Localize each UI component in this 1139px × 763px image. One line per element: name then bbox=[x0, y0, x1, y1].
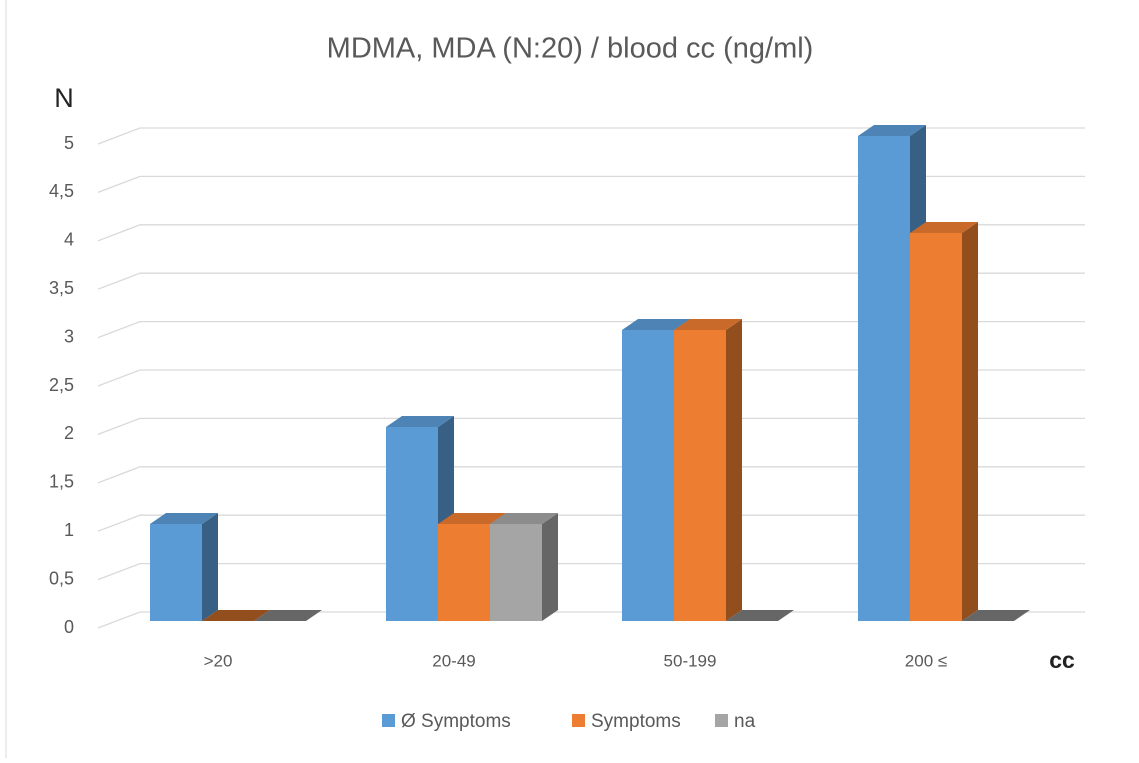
bar bbox=[438, 524, 490, 621]
bar-top bbox=[622, 319, 690, 330]
grid-line bbox=[97, 369, 1085, 387]
bar-top bbox=[910, 222, 978, 233]
grid-line bbox=[97, 272, 1085, 290]
bar-group bbox=[254, 610, 322, 621]
bar-top bbox=[150, 513, 218, 524]
bar-top bbox=[858, 125, 926, 136]
x-axis-label: cc bbox=[1049, 647, 1075, 673]
bar-side bbox=[202, 513, 218, 621]
grid-line bbox=[97, 417, 1085, 436]
bar-group bbox=[910, 222, 978, 621]
bar-top bbox=[202, 610, 270, 621]
bar-group bbox=[202, 610, 270, 621]
bar bbox=[490, 524, 542, 621]
bar-top bbox=[726, 610, 794, 621]
y-tick-label: 4 bbox=[64, 230, 74, 250]
y-tick-label: 4,5 bbox=[49, 181, 74, 201]
bar bbox=[150, 524, 202, 621]
grid-line bbox=[97, 562, 1085, 581]
x-tick-label: 50-199 bbox=[664, 651, 717, 670]
bar-group bbox=[674, 319, 742, 621]
grid-line bbox=[97, 514, 1085, 532]
grid-line bbox=[97, 175, 1085, 194]
bar-top bbox=[386, 416, 454, 427]
bar bbox=[858, 136, 910, 621]
bar-group bbox=[150, 513, 218, 621]
chart-title: MDMA, MDA (N:20) / blood cc (ng/ml) bbox=[327, 33, 814, 65]
bar bbox=[386, 427, 438, 621]
bar-side bbox=[962, 222, 978, 621]
bar-top bbox=[254, 610, 322, 621]
y-tick-label: 0,5 bbox=[49, 568, 74, 588]
y-tick-label: 5 bbox=[64, 133, 74, 153]
legend-swatch bbox=[382, 714, 395, 727]
bar-top bbox=[674, 319, 742, 330]
y-tick-label: 2,5 bbox=[49, 375, 74, 395]
y-tick-label: 1,5 bbox=[49, 472, 74, 492]
y-axis-label: N bbox=[54, 83, 74, 113]
bar-top bbox=[962, 610, 1030, 621]
x-tick-label: >20 bbox=[204, 651, 233, 670]
y-tick-label: 3 bbox=[64, 326, 74, 346]
bar bbox=[674, 330, 726, 621]
bar bbox=[910, 233, 962, 621]
y-tick-label: 3,5 bbox=[49, 278, 74, 298]
x-tick-label: 200 ≤ bbox=[905, 651, 947, 670]
grid-line bbox=[97, 320, 1085, 339]
grid-line bbox=[97, 224, 1085, 242]
legend-swatch bbox=[572, 714, 585, 727]
bar-group bbox=[962, 610, 1030, 621]
y-tick-label: 0 bbox=[64, 617, 74, 637]
grid-line bbox=[97, 466, 1085, 484]
bar-group bbox=[726, 610, 794, 621]
legend-label: na bbox=[734, 711, 756, 732]
legend-label: Ø Symptoms bbox=[401, 711, 511, 732]
bar-group bbox=[490, 513, 558, 621]
x-tick-label: 20-49 bbox=[432, 651, 475, 670]
legend-label: Symptoms bbox=[591, 711, 681, 732]
grid-line bbox=[97, 127, 1085, 145]
bar bbox=[622, 330, 674, 621]
bar-side bbox=[542, 513, 558, 621]
y-tick-label: 2 bbox=[64, 423, 74, 443]
bar-side bbox=[726, 319, 742, 621]
legend-swatch bbox=[715, 714, 728, 727]
y-tick-label: 1 bbox=[64, 520, 74, 540]
bar-top bbox=[438, 513, 506, 524]
bar-top bbox=[490, 513, 558, 524]
